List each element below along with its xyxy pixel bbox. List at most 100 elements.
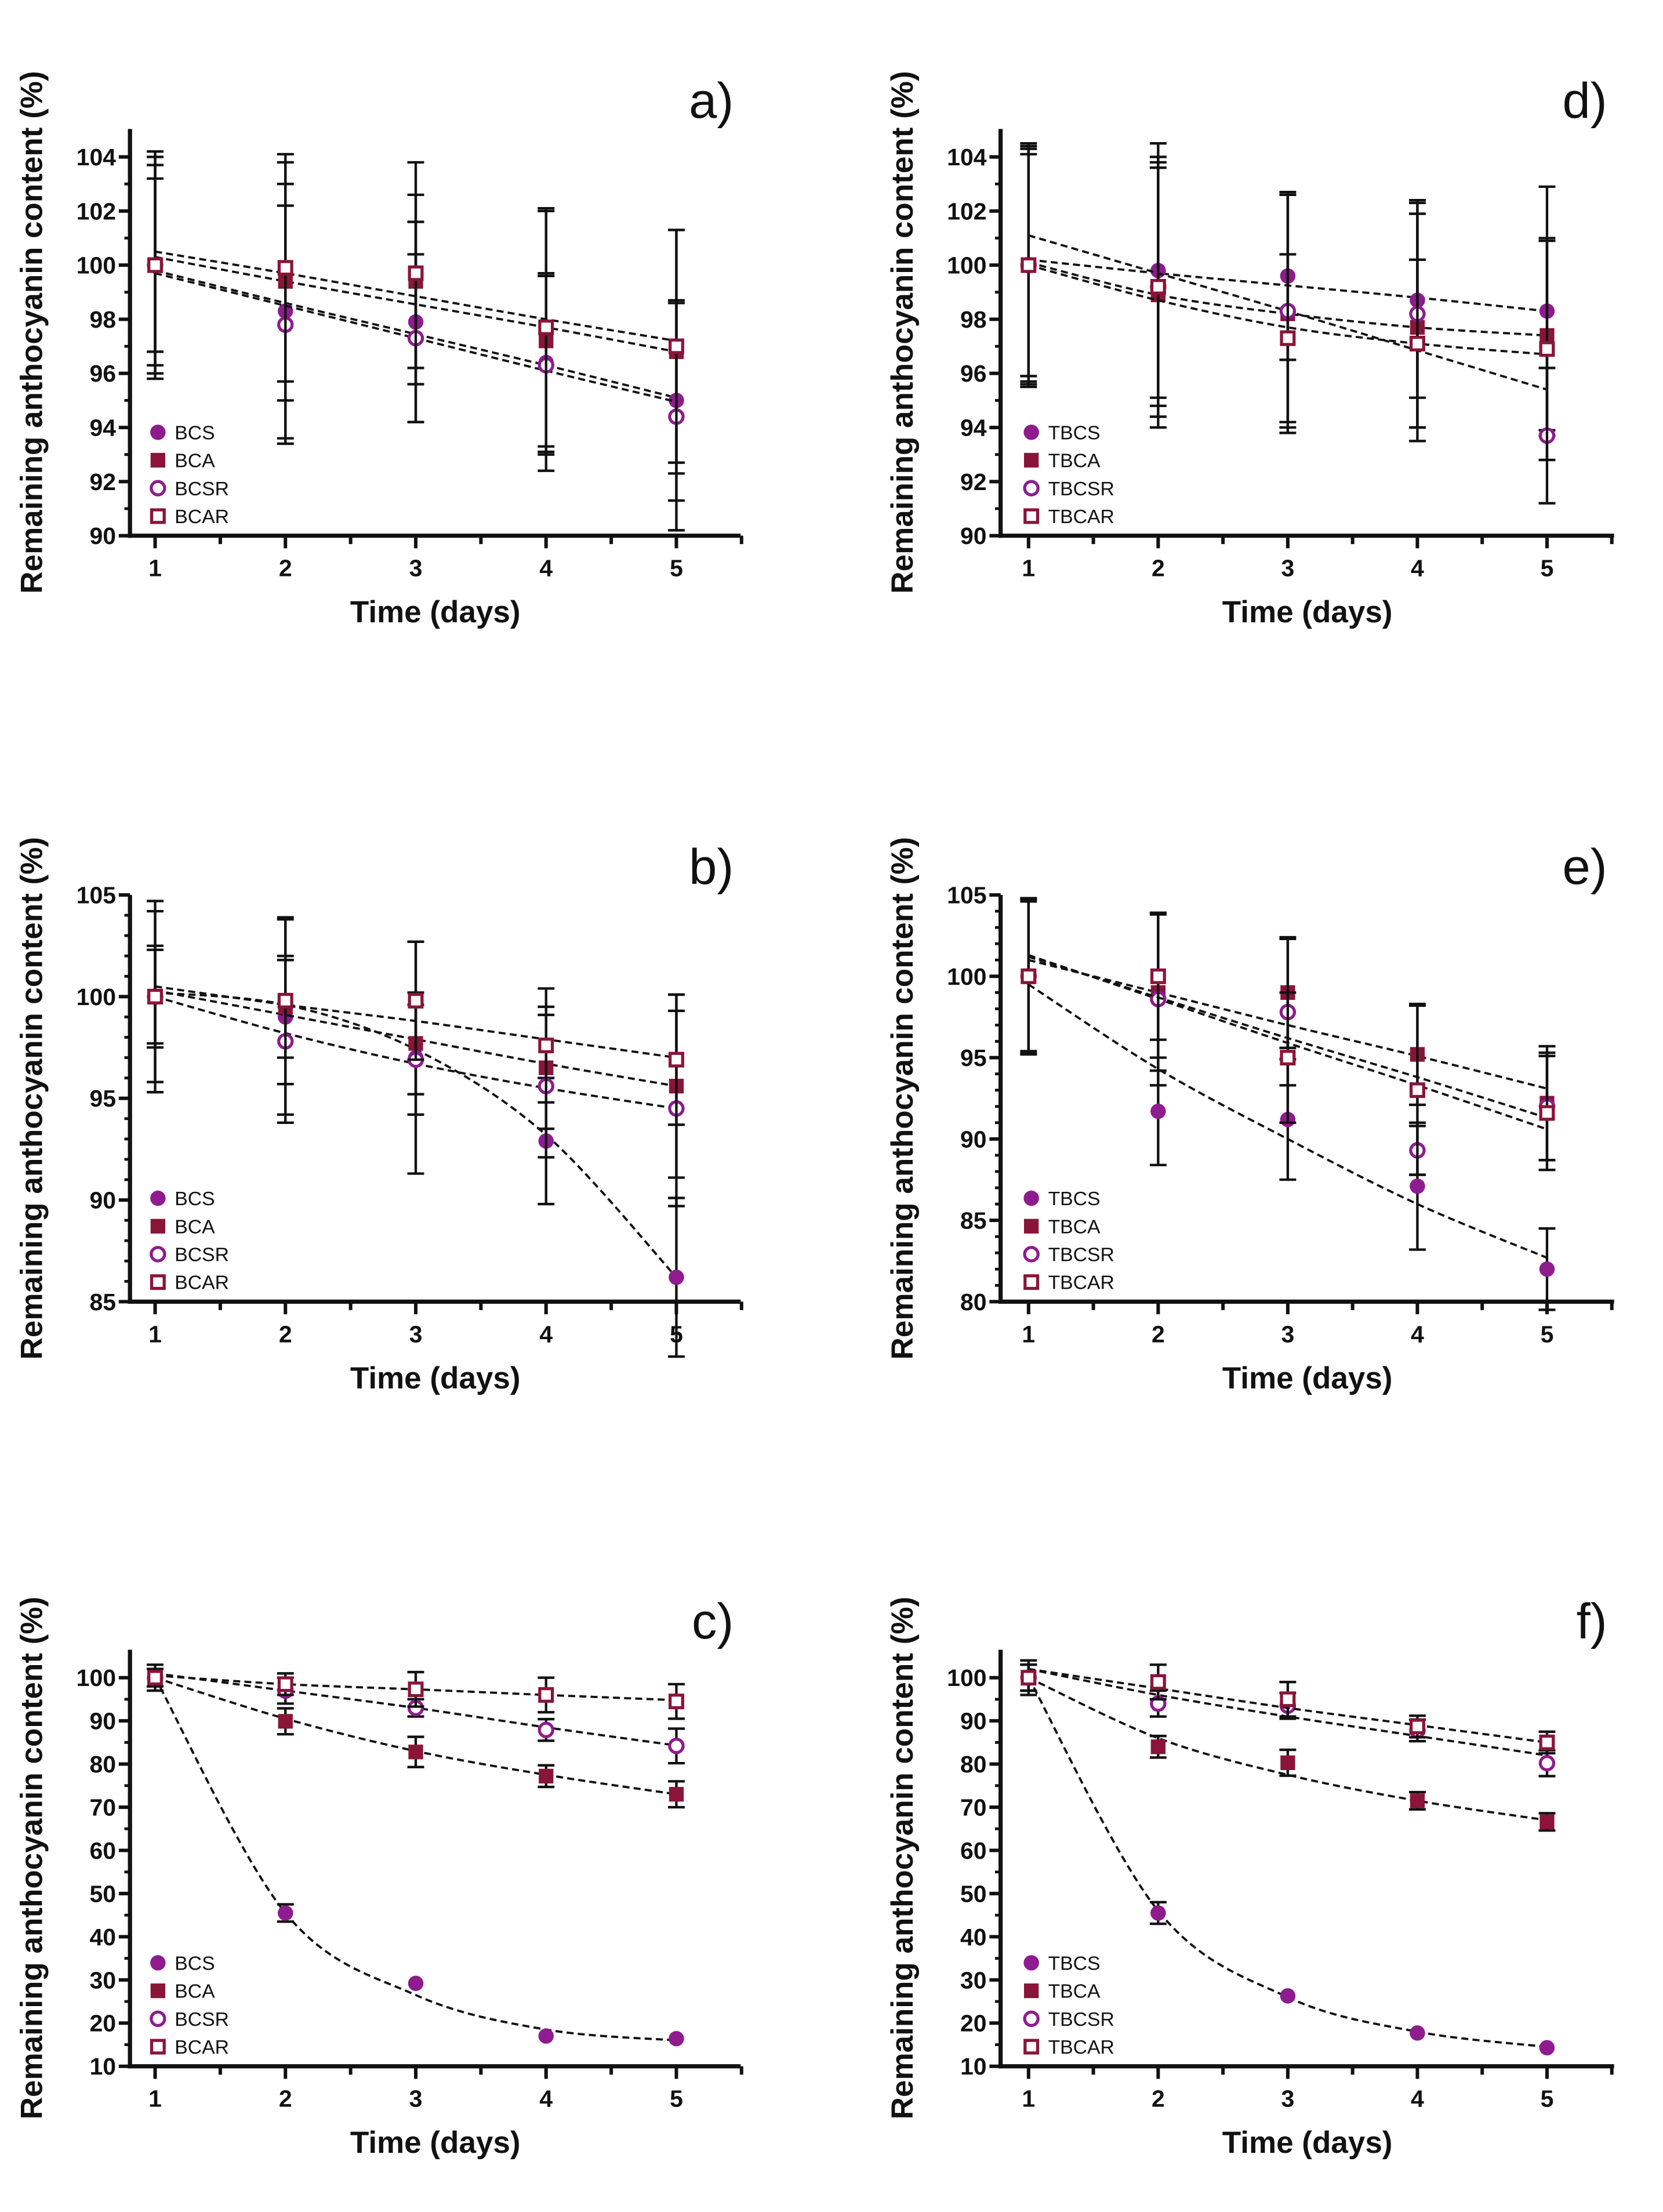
legend-marker	[150, 1955, 166, 1971]
x-tick-label: 3	[1281, 2086, 1294, 2112]
data-point	[1150, 1674, 1166, 1690]
data-point	[408, 1681, 424, 1698]
legend-label: TBCAR	[1048, 1272, 1114, 1294]
panel-label: c)	[692, 1593, 734, 1649]
data-point	[1150, 1739, 1166, 1754]
x-tick-label: 1	[1022, 1321, 1035, 1347]
y-tick-label: 100	[947, 963, 986, 990]
x-tick-label: 4	[1411, 2086, 1424, 2112]
data-point	[1280, 1755, 1295, 1771]
chart-panel-f: 10 20 30 40 50 60 70 80 90 100 1 2 3 4 5 Time (days) Rem…	[885, 1593, 1614, 2160]
y-tick-label: 98	[960, 306, 987, 333]
legend-marker	[150, 1246, 166, 1263]
legend-item: TBCS	[1023, 1188, 1101, 1210]
y-tick-label: 10	[960, 2053, 987, 2080]
fit-line	[1028, 261, 1548, 337]
panel-label: e)	[1562, 839, 1607, 895]
fit-line	[154, 1677, 677, 2041]
y-tick-label: 100	[77, 984, 116, 1010]
legend-label: TBCA	[1048, 1981, 1101, 2003]
x-tick-label: 4	[539, 2086, 553, 2112]
x-tick-label: 1	[148, 1321, 162, 1347]
x-axis-label: Time (days)	[1222, 1361, 1393, 1395]
legend-marker	[1023, 480, 1040, 496]
x-tick-label: 3	[409, 1321, 423, 1347]
y-tick-label: 90	[960, 1708, 987, 1735]
y-tick-label: 60	[89, 1837, 116, 1864]
legend-label: BCAR	[175, 506, 229, 528]
series-tbcar	[1020, 1659, 1556, 1755]
legend-label: TBCS	[1048, 1188, 1101, 1210]
data-point	[1280, 1691, 1296, 1707]
y-axis-label: Remaining anthocyanin content (%)	[14, 1597, 49, 2119]
x-tick-label: 5	[1541, 1321, 1554, 1347]
y-tick-label: 94	[89, 415, 116, 441]
y-tick-label: 92	[89, 469, 116, 495]
data-point	[1538, 1754, 1556, 1772]
y-tick-label: 70	[89, 1794, 116, 1821]
legend-item: BCSR	[150, 1244, 229, 1266]
x-tick-label: 3	[409, 555, 423, 582]
legend-marker	[150, 1983, 165, 1999]
y-tick-label: 105	[947, 882, 986, 909]
legend-marker	[1023, 1983, 1039, 1999]
legend-label: TBCA	[1048, 450, 1101, 472]
chart-panel-e: 80 85 90 95 100 105 1 2 3 4 5 Time (days) Remaining …	[885, 837, 1614, 1395]
legend-item: BCSR	[150, 478, 229, 500]
x-tick-label: 2	[1152, 1321, 1165, 1347]
x-tick-label: 2	[279, 2086, 292, 2112]
y-tick-label: 90	[89, 1708, 116, 1735]
x-axis-label: Time (days)	[1222, 595, 1393, 629]
y-tick-label: 20	[960, 2010, 987, 2037]
data-point	[1539, 1814, 1555, 1830]
y-tick-label: 10	[89, 2053, 116, 2080]
y-tick-label: 60	[960, 1837, 987, 1864]
y-tick-label: 90	[960, 1126, 987, 1152]
series-tbcar	[1020, 153, 1556, 462]
legend-marker	[1023, 2039, 1040, 2055]
y-axis-label: Remaining anthocyanin content (%)	[885, 1597, 920, 2119]
series-bca	[147, 1667, 685, 1809]
x-tick-label: 1	[1022, 555, 1035, 582]
legend-marker	[1023, 425, 1039, 440]
data-point	[669, 1270, 684, 1285]
fit-line	[1027, 1677, 1548, 2048]
fit-line	[1028, 264, 1548, 356]
y-tick-label: 90	[89, 1187, 116, 1214]
data-point	[278, 1905, 293, 1921]
y-tick-label: 102	[947, 198, 986, 224]
data-point	[1539, 1261, 1555, 1277]
legend-label: BCA	[175, 450, 215, 472]
panel-label: f)	[1577, 1593, 1607, 1649]
y-tick-label: 50	[960, 1880, 987, 1907]
x-tick-label: 2	[1152, 555, 1165, 582]
data-point	[669, 1787, 684, 1802]
legend-marker	[150, 1274, 166, 1290]
legend-item: TBCAR	[1023, 1272, 1114, 1294]
legend-label: BCS	[175, 1188, 215, 1210]
data-point	[538, 2028, 554, 2044]
panel-label: a)	[689, 72, 734, 129]
data-point	[668, 1051, 684, 1068]
data-point	[1021, 968, 1037, 984]
series-tbcar	[1020, 898, 1556, 1176]
x-tick-label: 1	[148, 555, 162, 582]
legend-label: TBCS	[1048, 422, 1101, 444]
x-tick-label: 5	[1541, 555, 1554, 582]
data-point	[539, 1768, 554, 1784]
data-point	[1539, 2040, 1555, 2055]
series-bcar	[147, 909, 685, 1126]
y-tick-label: 90	[89, 523, 116, 549]
legend-label: BCSR	[175, 478, 229, 500]
y-tick-label: 95	[960, 1045, 987, 1071]
legend-item: TBCS	[1023, 1952, 1101, 1974]
data-point	[1280, 330, 1296, 346]
legend-label: TBCSR	[1048, 2008, 1114, 2030]
legend-item: TBCA	[1023, 450, 1101, 472]
y-tick-label: 92	[960, 469, 987, 495]
series-bcar	[147, 153, 685, 464]
legend-label: BCS	[175, 1952, 215, 1974]
legend-marker	[150, 1219, 165, 1234]
data-point	[408, 992, 424, 1009]
data-point	[538, 319, 554, 335]
